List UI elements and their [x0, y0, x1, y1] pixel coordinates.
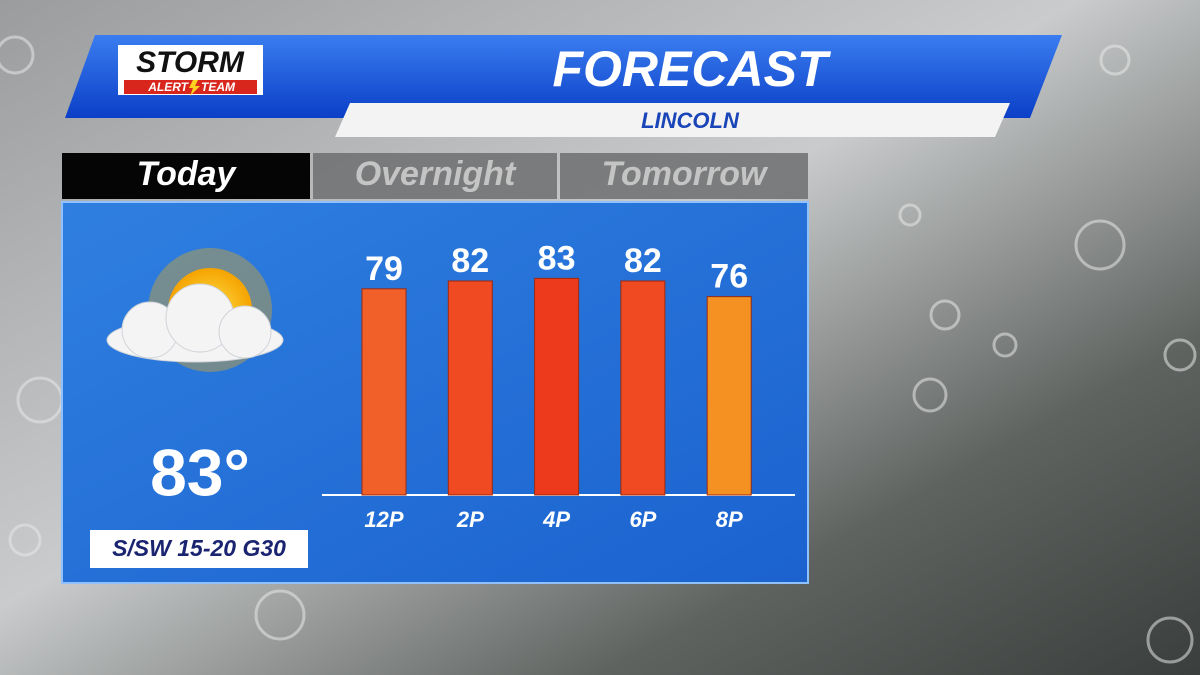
- wind-box: [90, 530, 308, 568]
- value-label: 82: [624, 242, 662, 280]
- weather-icon: [106, 248, 284, 372]
- logo-bolt: [189, 80, 200, 96]
- tab-label[interactable]: Tomorrow: [602, 155, 770, 193]
- tab-label[interactable]: Overnight: [355, 155, 517, 193]
- tab-label[interactable]: Today: [137, 155, 238, 193]
- value-label: 76: [710, 258, 748, 296]
- x-tick-label: 6P: [629, 507, 656, 532]
- logo-top: STORM: [136, 46, 245, 79]
- value-label: 83: [538, 239, 576, 277]
- bar: [361, 288, 407, 496]
- tab[interactable]: [62, 153, 310, 199]
- logo-bottom: ALERT: [147, 80, 189, 94]
- banner: [65, 35, 1062, 118]
- tab[interactable]: [313, 153, 557, 199]
- chart: 79 12P 82 2P 83 4P 82 6P 76 8P: [361, 239, 752, 532]
- wind: S/SW 15-20 G30: [112, 535, 286, 561]
- value-label: 82: [451, 242, 489, 280]
- x-tick-label: 12P: [364, 507, 403, 532]
- current-temperature: 83°: [150, 435, 250, 509]
- bar: [534, 277, 580, 496]
- location: LINCOLN: [641, 108, 740, 133]
- bar: [620, 280, 666, 496]
- bar: [706, 296, 752, 496]
- sub-banner: [335, 103, 1010, 137]
- panel: [61, 201, 809, 584]
- logo-bottom: TEAM: [201, 80, 236, 94]
- x-tick-label: 2P: [456, 507, 484, 532]
- tab[interactable]: [560, 153, 808, 199]
- value-label: 79: [365, 250, 403, 288]
- bar: [447, 280, 493, 496]
- x-tick-label: 4P: [542, 507, 570, 532]
- x-tick-label: 8P: [716, 507, 743, 532]
- title: FORECAST: [553, 41, 832, 97]
